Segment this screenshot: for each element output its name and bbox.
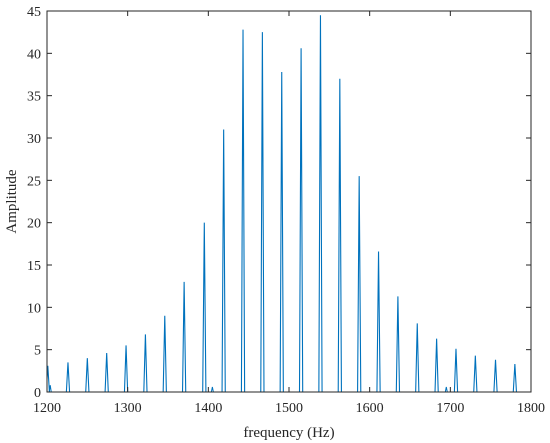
- x-tick-label: 1600: [356, 401, 384, 416]
- spectrum-peak: [453, 348, 459, 392]
- axes: 1200 1300 1400 1500 1600 1700 1800 0 5 10 15 20 25 30…: [27, 5, 545, 416]
- y-tick-label: 45: [27, 5, 41, 20]
- spectrum-peak: [85, 358, 90, 392]
- spectrum-peak: [104, 353, 109, 392]
- spectrum-peak: [279, 71, 284, 392]
- y-tick-label: 25: [27, 174, 41, 189]
- spectrum-minor-peak: [48, 385, 52, 392]
- spectrum-minor-peak: [444, 386, 448, 392]
- spectrum-peak: [123, 345, 129, 392]
- spectrum-peak: [181, 281, 187, 392]
- spectrum-peak: [202, 222, 207, 392]
- spectrum-peak: [143, 334, 148, 392]
- spectrum-peak: [47, 365, 50, 392]
- y-tick-label: 20: [27, 217, 41, 232]
- spectrum-minor-peak: [210, 386, 214, 392]
- spectrum-peak: [162, 315, 167, 392]
- spectrum-peak: [298, 48, 304, 392]
- y-tick-label: 30: [27, 132, 41, 147]
- x-tick-label: 1800: [517, 401, 545, 416]
- spectrum-peak: [395, 296, 401, 392]
- y-tick-label: 5: [34, 344, 41, 359]
- plot-area: [47, 15, 531, 392]
- x-tick-label: 1300: [114, 401, 142, 416]
- spectrum-peak: [434, 338, 439, 392]
- spectrum-peak: [473, 355, 478, 392]
- y-tick-label: 0: [34, 386, 41, 401]
- y-tick-label: 15: [27, 259, 41, 274]
- spectrum-peak: [337, 78, 342, 392]
- spectrum-peak: [493, 359, 498, 392]
- spectrum-peak: [415, 323, 420, 392]
- spectrum-peak: [65, 362, 71, 392]
- axes-box: [46, 10, 532, 393]
- x-tick-label: 1400: [194, 401, 222, 416]
- y-axis-label: Amplitude: [4, 169, 20, 234]
- spectrum-peak: [512, 364, 518, 392]
- spectrum-peak: [357, 176, 362, 392]
- spectrum-peak: [240, 29, 246, 392]
- y-tick-label: 10: [27, 301, 41, 316]
- x-axis-label: frequency (Hz): [243, 425, 334, 441]
- y-tick-label: 35: [27, 90, 41, 105]
- x-tick-label: 1700: [436, 401, 464, 416]
- spectrum-peak: [318, 15, 323, 392]
- spectrum-peak: [376, 251, 381, 392]
- spectrum-peak: [260, 32, 265, 392]
- spectrum-peak: [221, 129, 226, 392]
- y-tick-label: 40: [27, 47, 41, 62]
- x-tick-label: 1500: [275, 401, 303, 416]
- x-tick-label: 1200: [33, 401, 61, 416]
